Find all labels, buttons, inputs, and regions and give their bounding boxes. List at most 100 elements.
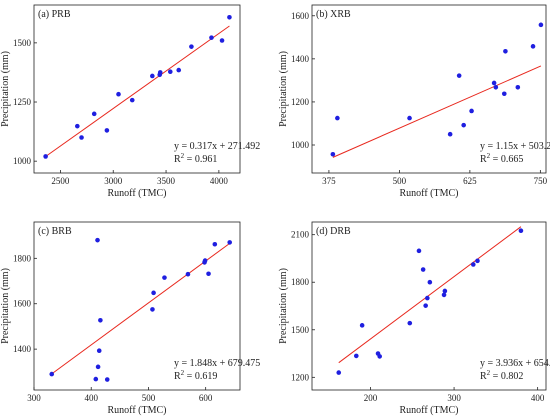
x-tick-label: 3500 xyxy=(157,176,176,186)
r-squared-value: 0.665 xyxy=(501,154,524,165)
y-tick-label: 1400 xyxy=(291,54,310,64)
data-point xyxy=(330,151,336,157)
data-point xyxy=(189,44,194,49)
data-point xyxy=(456,73,462,78)
plot-frame xyxy=(33,221,241,391)
panel-label: (d) DRB xyxy=(316,226,351,237)
panel-label: (b) XRB xyxy=(316,9,351,20)
data-point xyxy=(461,122,466,128)
x-tick-label: 400 xyxy=(84,393,98,403)
data-point xyxy=(227,240,232,245)
data-point xyxy=(530,44,536,49)
data-point xyxy=(538,22,544,28)
data-point xyxy=(185,271,191,277)
data-point xyxy=(91,111,97,117)
y-axis-title: Precipitation (mm) xyxy=(0,268,11,344)
data-point xyxy=(518,228,524,234)
data-point xyxy=(501,91,507,97)
data-point xyxy=(98,318,103,323)
r-squared-value: 0.961 xyxy=(195,154,218,165)
panel-label: (a) PRB xyxy=(38,9,71,20)
trend-line xyxy=(45,25,230,157)
y-tick-label: 1600 xyxy=(291,11,310,21)
x-tick-label: 300 xyxy=(27,393,41,403)
x-tick-label: 625 xyxy=(463,176,477,186)
data-point xyxy=(209,35,214,40)
y-tick-label: 1500 xyxy=(13,38,32,48)
data-point xyxy=(491,80,497,86)
data-point xyxy=(493,84,499,90)
data-point xyxy=(336,370,342,375)
y-tick-label: 1500 xyxy=(291,325,310,335)
x-axis-title: Runoff (TMC) xyxy=(108,188,167,199)
regression-equation: y = 0.317x + 271.492 xyxy=(174,141,260,152)
data-point xyxy=(116,91,121,97)
data-point xyxy=(353,353,359,359)
x-tick-label: 3000 xyxy=(104,176,123,186)
data-point xyxy=(167,69,173,75)
data-point xyxy=(150,73,155,79)
x-tick-label: 500 xyxy=(142,393,156,403)
y-axis-title: Precipitation (mm) xyxy=(278,268,289,344)
data-point xyxy=(442,288,448,294)
trend-line xyxy=(338,226,522,364)
r-squared-label: R2 = 0.665 xyxy=(480,152,523,165)
r-squared-value: 0.802 xyxy=(501,371,524,382)
trend-line xyxy=(51,242,230,375)
data-point xyxy=(407,115,412,121)
data-point xyxy=(104,377,110,382)
data-point xyxy=(427,279,433,285)
y-tick-label: 1800 xyxy=(291,277,310,287)
x-tick-label: 600 xyxy=(199,393,213,403)
data-point xyxy=(475,258,480,264)
y-tick-label: 1000 xyxy=(291,140,310,150)
data-point xyxy=(377,354,382,359)
r-squared-label: R2 = 0.619 xyxy=(174,369,217,382)
data-point xyxy=(49,371,55,377)
data-point xyxy=(212,241,218,247)
data-point xyxy=(79,135,84,140)
data-point xyxy=(219,38,225,43)
x-tick-label: 4000 xyxy=(210,176,229,186)
data-point xyxy=(206,271,211,277)
data-point xyxy=(420,267,426,272)
data-point xyxy=(95,364,101,370)
panel-label: (c) BRB xyxy=(38,226,72,237)
x-tick-label: 400 xyxy=(531,393,545,403)
data-point xyxy=(503,49,508,54)
x-tick-label: 200 xyxy=(364,393,378,403)
y-tick-label: 1200 xyxy=(291,372,310,382)
x-axis-title: Runoff (TMC) xyxy=(400,188,459,199)
r-squared-label: R2 = 0.802 xyxy=(480,369,523,382)
data-point xyxy=(95,237,100,243)
data-point xyxy=(359,323,365,328)
trend-line xyxy=(332,65,542,158)
x-axis-title: Runoff (TMC) xyxy=(108,405,167,416)
data-point xyxy=(176,67,182,73)
y-tick-label: 2100 xyxy=(291,230,310,240)
data-point xyxy=(96,348,102,354)
data-point xyxy=(150,307,155,312)
data-point xyxy=(423,303,428,308)
data-point xyxy=(469,108,474,114)
regression-equation: y = 3.936x + 654.701 xyxy=(480,358,550,369)
y-tick-label: 1800 xyxy=(13,253,32,263)
data-point xyxy=(75,123,80,129)
data-point xyxy=(93,376,99,382)
data-point xyxy=(335,115,340,121)
y-tick-label: 1400 xyxy=(13,344,32,354)
data-point xyxy=(43,154,48,159)
x-tick-label: 750 xyxy=(534,176,548,186)
data-point xyxy=(104,128,110,133)
r-squared-label: R2 = 0.961 xyxy=(174,152,217,165)
data-point xyxy=(157,70,163,75)
chart-panel-2: 375 500 625 750 1000 1200 1400 1600 Runoff (TMC)… xyxy=(278,4,550,199)
x-tick-label: 375 xyxy=(322,176,336,186)
data-point xyxy=(202,258,208,263)
data-point xyxy=(425,295,430,301)
plot-frame xyxy=(311,4,547,174)
chart-panel-1: 2500 3000 3500 4000 1000 1250 1500 Runoff (TMC)… xyxy=(0,4,260,199)
regression-equation: y = 1.15x + 503.277 xyxy=(480,141,550,152)
data-point xyxy=(129,97,135,103)
